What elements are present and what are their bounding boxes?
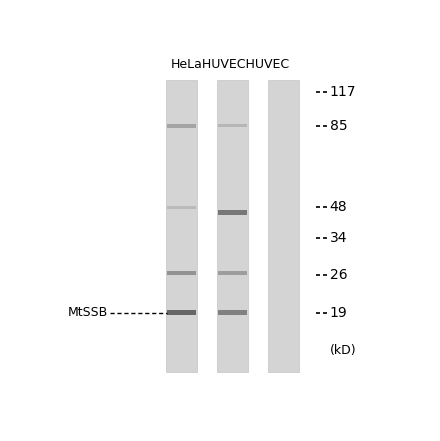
Bar (167, 271, 196, 275)
Bar (218, 209, 247, 215)
Bar (268, 80, 299, 372)
Bar (217, 80, 248, 372)
Bar (167, 206, 196, 209)
Text: MtSSB: MtSSB (68, 306, 108, 319)
Bar (218, 124, 247, 127)
Bar (167, 310, 196, 315)
Text: 48: 48 (330, 200, 347, 214)
Bar (218, 271, 247, 275)
Bar (167, 124, 196, 128)
Text: 19: 19 (330, 306, 347, 320)
Text: 117: 117 (330, 85, 356, 99)
Text: 26: 26 (330, 268, 347, 282)
Text: 85: 85 (330, 119, 347, 133)
Bar (166, 80, 197, 372)
Text: HeLaHUVECHUVEC: HeLaHUVECHUVEC (171, 58, 290, 71)
Bar (218, 310, 247, 315)
Text: (kD): (kD) (330, 344, 356, 356)
Text: 34: 34 (330, 231, 347, 245)
